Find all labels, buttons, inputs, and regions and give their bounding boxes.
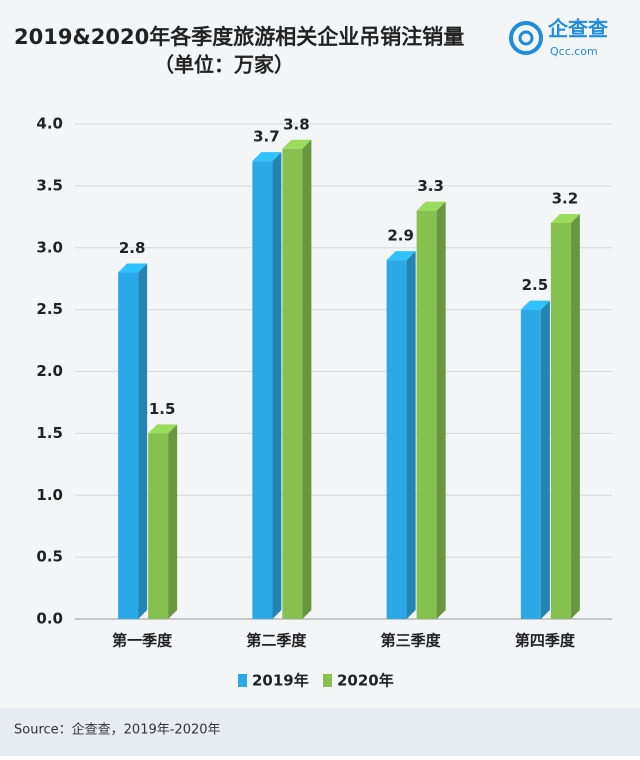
y-tick-label: 3.5 (36, 176, 63, 194)
value-label: 3.2 (552, 190, 579, 208)
x-tick-label: 第四季度 (515, 632, 576, 650)
bar-side (540, 300, 550, 619)
x-tick-label: 第二季度 (246, 632, 307, 650)
logo: 企查查 Qcc.com (509, 17, 608, 58)
y-tick-label: 3.0 (36, 238, 63, 256)
legend-swatch (238, 674, 247, 687)
value-label: 3.3 (417, 177, 444, 195)
logo-icon (509, 21, 543, 55)
source: Source：企查查，2019年-2020年 (14, 722, 221, 738)
logo-name: 企查查 (547, 17, 608, 41)
bar-top (148, 424, 178, 434)
bar-side (138, 263, 148, 619)
y-tick-label: 0.0 (36, 610, 63, 628)
bar (252, 152, 282, 619)
bar-top (386, 251, 416, 261)
legend-label: 2020年 (337, 672, 394, 690)
footer-band (0, 708, 640, 756)
bar-top (550, 214, 580, 223)
bar (416, 201, 446, 619)
bar-front (148, 433, 169, 619)
bar (386, 251, 416, 619)
bar-front (252, 161, 273, 619)
y-tick-label: 2.0 (36, 362, 63, 380)
bar-front (520, 309, 541, 619)
bar-front (386, 260, 407, 619)
value-label: 3.8 (283, 115, 310, 133)
x-tick-label: 第三季度 (381, 632, 442, 650)
bar (550, 214, 580, 619)
bar-top (118, 263, 148, 273)
bar (118, 263, 148, 619)
x-tick-label: 第一季度 (112, 632, 173, 650)
bar-front (118, 272, 139, 619)
value-label: 3.7 (253, 128, 280, 146)
bar-side (570, 214, 580, 619)
value-label: 1.5 (149, 400, 176, 418)
bar (148, 424, 178, 619)
y-tick-label: 4.0 (36, 115, 63, 133)
bar (520, 300, 550, 619)
bar-front (416, 210, 437, 619)
bar (282, 139, 312, 619)
bar-front (550, 223, 571, 619)
bar-side (436, 201, 446, 619)
bar-side (272, 152, 282, 619)
value-label: 2.8 (119, 239, 146, 257)
value-label: 2.5 (522, 276, 549, 294)
bar-front (282, 148, 303, 619)
chart-subtitle: （单位：万家） (154, 53, 294, 77)
bar-side (168, 424, 178, 619)
bar-top (416, 201, 446, 211)
y-tick-label: 1.0 (36, 486, 63, 504)
value-label: 2.9 (387, 227, 414, 245)
bar-top (282, 139, 312, 149)
y-tick-label: 0.5 (36, 548, 63, 566)
bar-top (252, 152, 282, 162)
bar-side (302, 139, 312, 619)
y-tick-label: 1.5 (36, 424, 63, 442)
y-tick-label: 2.5 (36, 300, 63, 318)
bar-top (520, 300, 550, 310)
logo-url: Qcc.com (550, 45, 598, 58)
logo-icon-inner (518, 30, 534, 46)
legend-swatch (323, 674, 332, 687)
legend-label: 2019年 (252, 672, 309, 690)
chart-title: 2019&2020年各季度旅游相关企业吊销注销量 (14, 25, 464, 49)
bar-side (406, 251, 416, 619)
